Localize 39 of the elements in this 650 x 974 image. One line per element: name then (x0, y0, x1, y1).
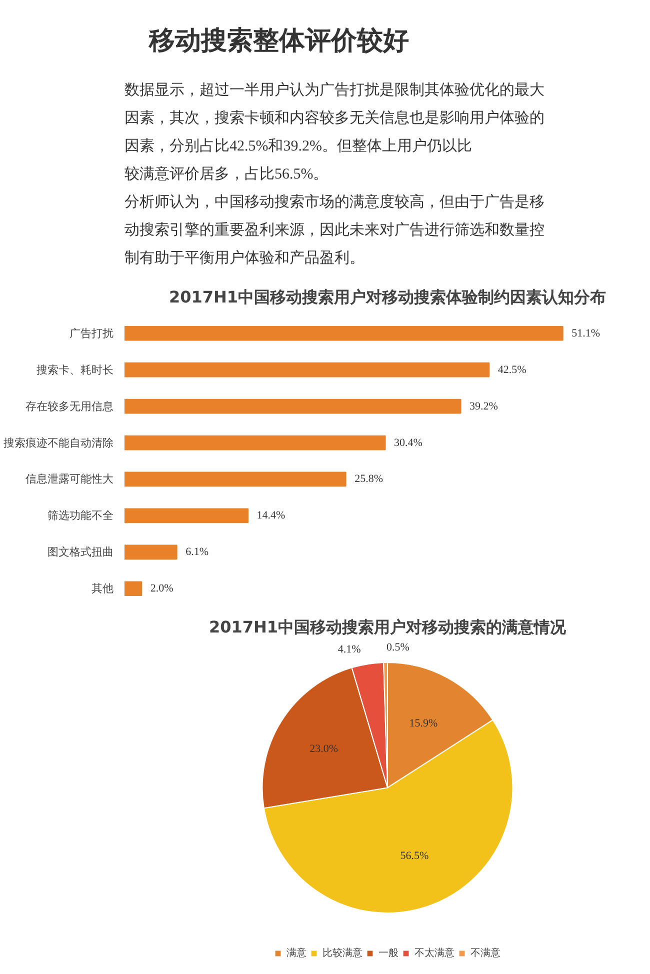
bar (124, 581, 142, 596)
y-tick-label: 广告打扰 (70, 326, 114, 340)
data-label: 30.4% (394, 436, 422, 449)
data-label: 15.9% (409, 718, 438, 730)
data-label: 0.5% (386, 642, 410, 654)
data-label: 2.0% (150, 582, 174, 595)
bar (124, 326, 564, 341)
bar (124, 544, 178, 560)
bar (124, 508, 249, 524)
text: 数据显示，超过一半用户认为广告打扰是限制其体验优化的最大因素，其次，搜索卡顿和内容较多无关信息也是影响用户体验的因素，分别占比42.5%和39.2%。但整体上用户仍以比较满意评价居多，占比56.5%。 (124, 82, 544, 182)
bar (124, 362, 490, 378)
y-tick-label: 搜索痕迹不能自动清除 (4, 436, 114, 450)
data-label: 23.0% (310, 742, 338, 755)
y-tick-label: 图文格式扭曲 (48, 546, 114, 559)
bar (124, 398, 462, 414)
data-label: 56.5% (400, 850, 429, 862)
bar (124, 435, 386, 450)
legend-label: 满意 (286, 946, 306, 960)
y-tick-label: 其他 (92, 582, 114, 596)
legend-label: 不太满意 (414, 946, 454, 960)
data-label: 42.5% (498, 364, 526, 376)
data-label: 4.1% (338, 643, 361, 656)
legend-label: 一般 (378, 947, 398, 960)
bar (124, 472, 346, 487)
y-tick-label: 信息泄露可能性大 (26, 472, 114, 486)
data-label: 14.4% (256, 510, 286, 522)
data-label: 25.8% (354, 473, 383, 486)
data-label: 39.2% (470, 400, 498, 412)
y-tick-label: 存在较多无用信息 (26, 400, 114, 413)
chart-title: 2017H1中国移动搜索用户对移动搜索的满意情况 (208, 618, 568, 636)
y-tick-label: 搜索卡、耗时长 (36, 363, 114, 376)
y-tick-label: 筛选功能不全 (48, 509, 114, 522)
legend-label: 不满意 (470, 946, 500, 960)
text: 分析师认为，中国移动搜索市场的满意度较高，但由于广告是移动搜索引擎的重要盈利来源，因此未来对广告进行筛选和数量控制有助于平衡用户体验和产品盈利。 (124, 194, 544, 266)
data-label: 51.1% (572, 327, 600, 340)
data-label: 6.1% (186, 546, 209, 558)
chart-title: 2017H1中国移动搜索用户对移动搜索体验制约因素认知分布 (168, 288, 606, 306)
text: 移动搜索整体评价较好 (148, 26, 409, 55)
legend-label: 比较满意 (322, 946, 362, 960)
